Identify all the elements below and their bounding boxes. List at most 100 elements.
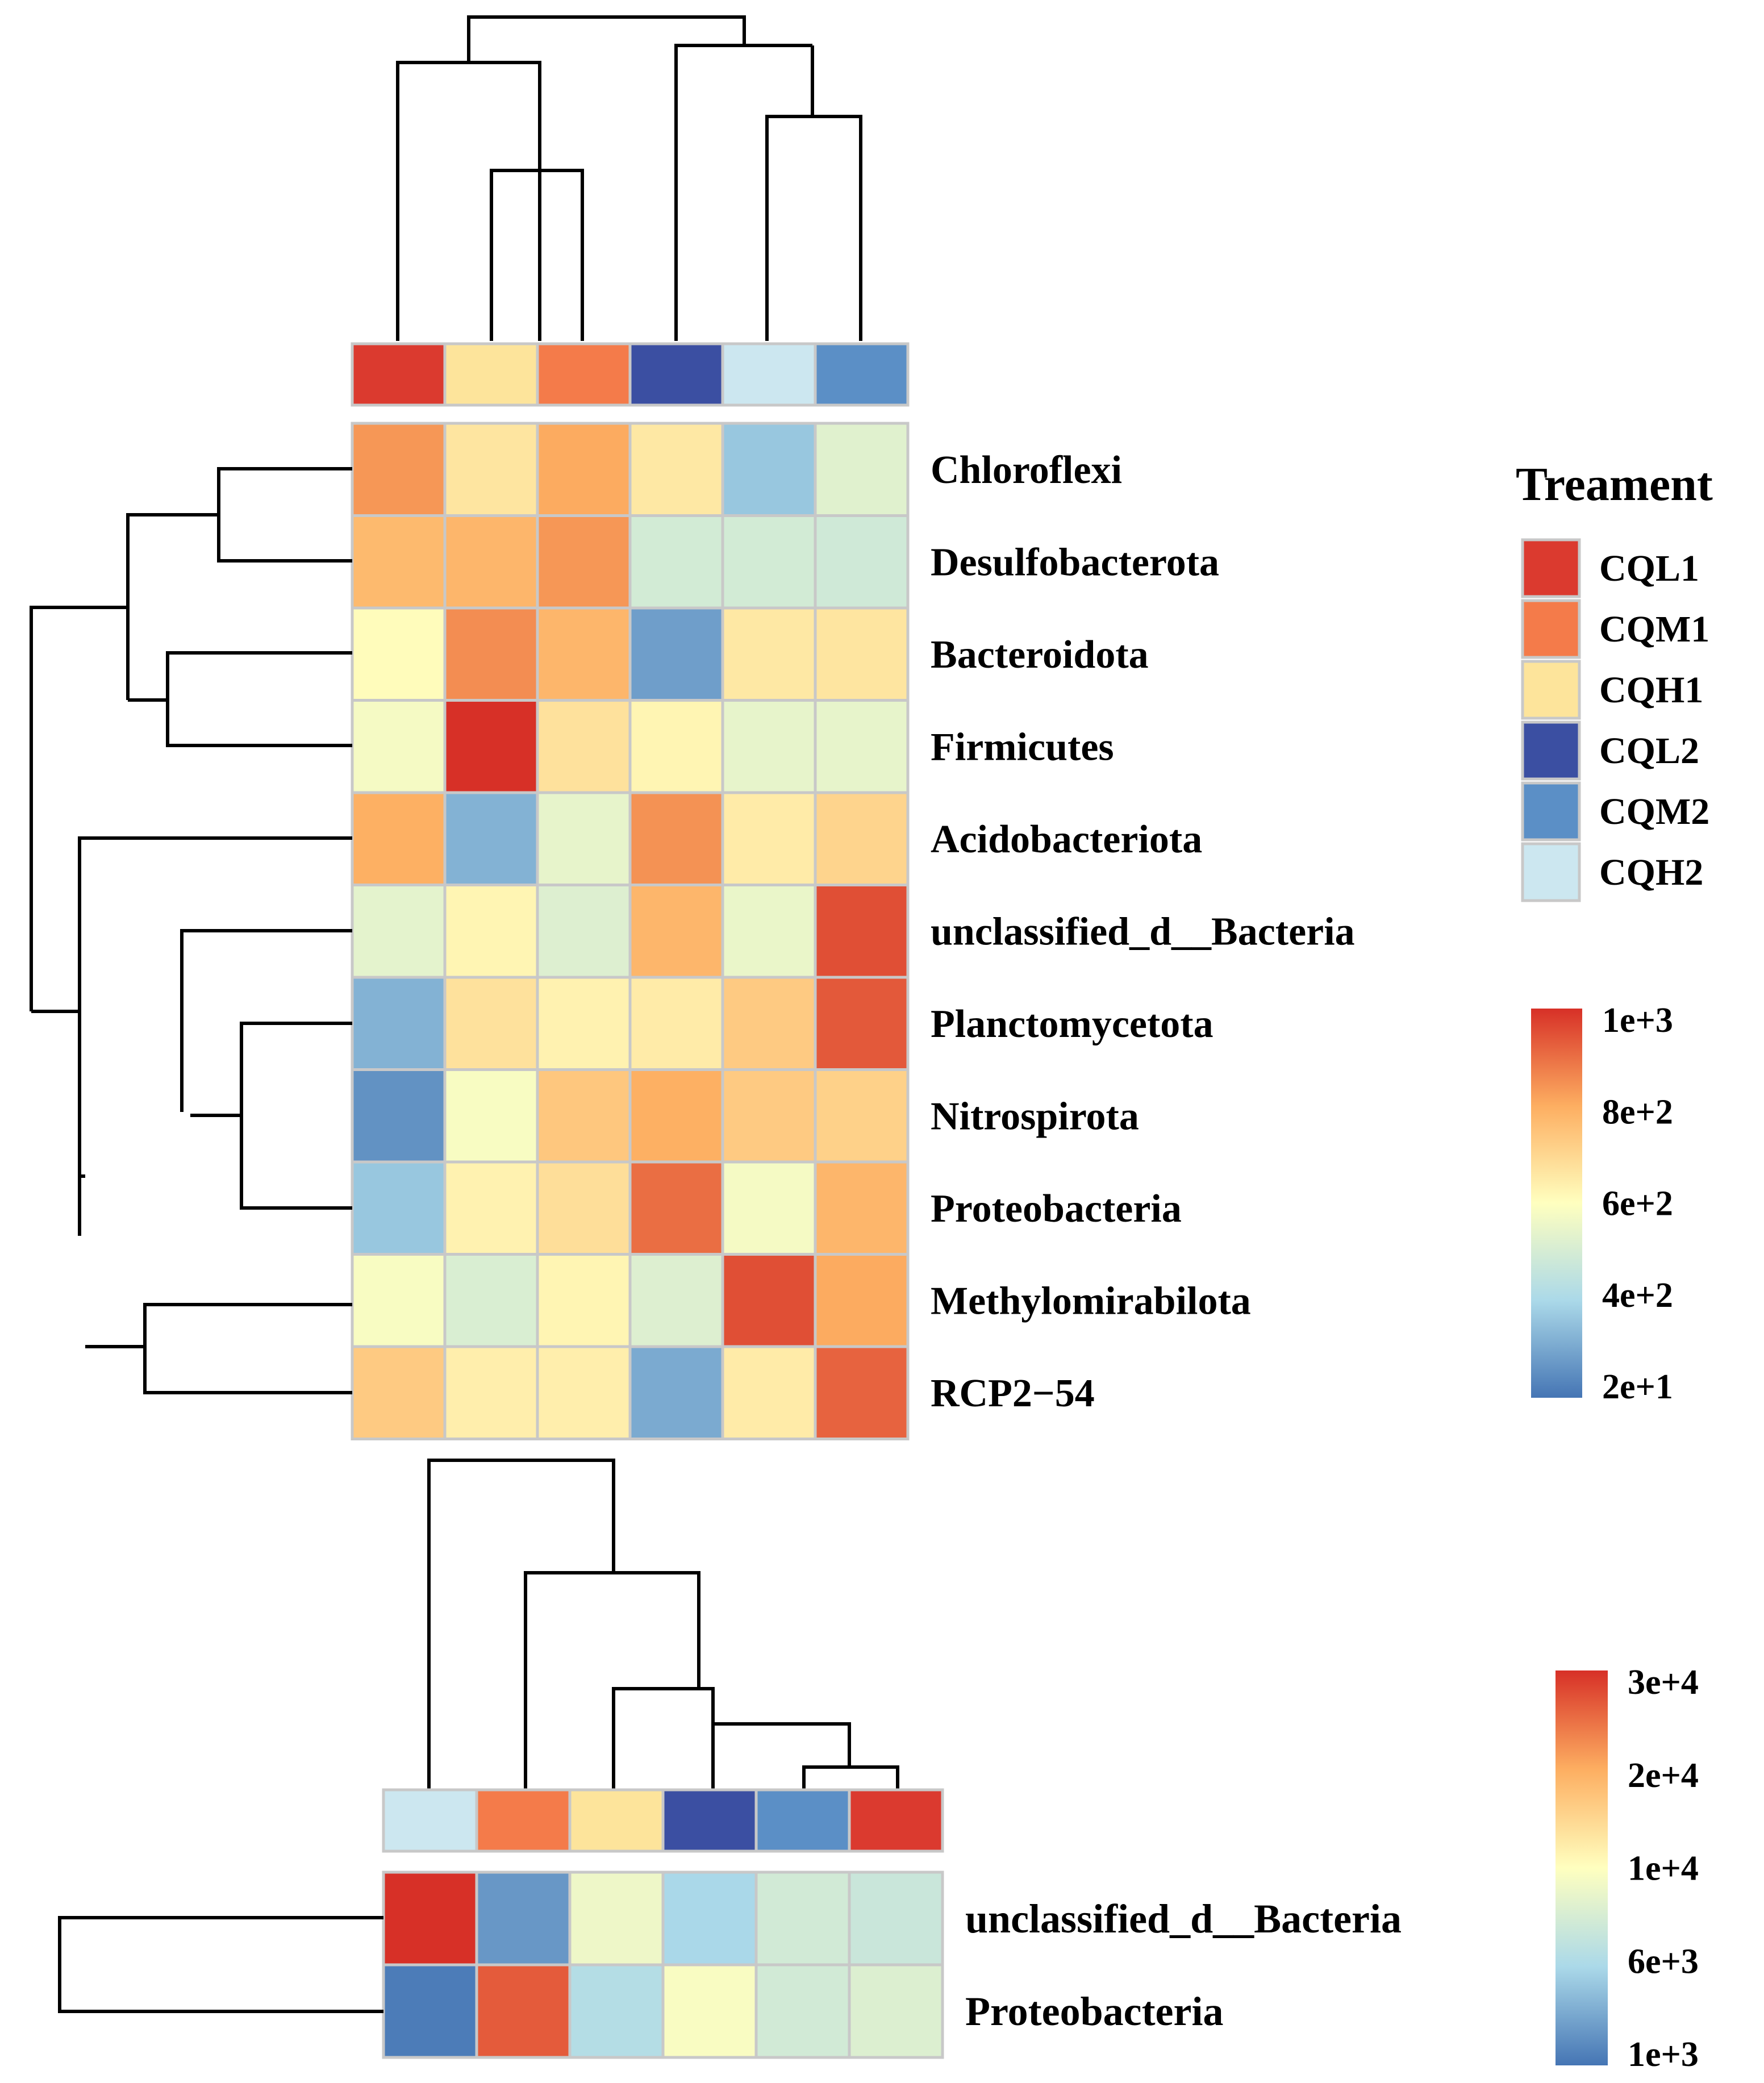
row-dendrogram-top xyxy=(30,467,352,1394)
heatmap-cell xyxy=(475,1963,572,2059)
heatmap-cell xyxy=(814,699,910,794)
heatmap-cell xyxy=(536,791,632,886)
heatmap-cell xyxy=(628,1345,724,1440)
annotation-cell-cqh1 xyxy=(443,342,539,407)
heatmap-cell xyxy=(536,699,632,794)
heatmap-cell xyxy=(848,1963,944,2059)
row-label: Planctomycetota xyxy=(931,1002,1213,1046)
row-label: Proteobacteria xyxy=(931,1187,1182,1231)
heatmap-cell xyxy=(443,1345,539,1440)
heatmap-cell xyxy=(443,1160,539,1256)
colorbar-tick-label: 1e+4 xyxy=(1628,1849,1699,1888)
annotation-cell-cql1 xyxy=(848,1788,944,1853)
colorbar-tick-label: 6e+3 xyxy=(1628,1942,1699,1981)
heatmap-frame xyxy=(382,1870,944,2059)
heatmap-cell xyxy=(814,1068,910,1164)
legend-title: Treament xyxy=(1516,458,1713,511)
row-labels-bottom: unclassified_d__Bacteria Proteobacteria xyxy=(965,1896,1402,2034)
heatmap-cell xyxy=(351,514,447,610)
row-label: Bacteroidota xyxy=(931,633,1149,677)
heatmap-cell xyxy=(443,791,539,886)
heatmap-cell xyxy=(721,1068,817,1164)
heatmap-cell xyxy=(443,1253,539,1348)
treatment-legend: Treament CQL1 CQM1 CQH1 CQL2 CQM2 CQH2 xyxy=(1516,458,1713,902)
heatmap-cell xyxy=(351,422,447,517)
annotation-cell-cqm1 xyxy=(475,1788,572,1853)
heatmap-cell xyxy=(443,699,539,794)
heatmap-cell xyxy=(536,976,632,1071)
heatmap-cell xyxy=(536,884,632,979)
colorbar-tick-label: 8e+2 xyxy=(1602,1093,1673,1131)
colorbar-tick-label: 2e+4 xyxy=(1628,1756,1699,1795)
colorbar-tick-label: 4e+2 xyxy=(1602,1276,1673,1315)
heatmap-cell xyxy=(721,976,817,1071)
row-label: Firmicutes xyxy=(931,726,1114,769)
heatmap-cell xyxy=(351,884,447,979)
legend-label-cqh2: CQH2 xyxy=(1599,852,1703,893)
heatmap-cell xyxy=(351,1160,447,1256)
heatmap-cell xyxy=(721,791,817,886)
heatmap-cell xyxy=(814,1345,910,1440)
annotation-cell-cql2 xyxy=(661,1788,758,1853)
legend-swatch-cqh1 xyxy=(1521,660,1581,720)
heatmap-cell xyxy=(754,1963,851,2059)
heatmap-cell xyxy=(721,1160,817,1256)
colorbar-bottom-gradient xyxy=(1556,1670,1608,2065)
heatmap-cell xyxy=(721,606,817,702)
heatmap-cell xyxy=(536,1160,632,1256)
colorbar-tick-label: 2e+1 xyxy=(1602,1368,1673,1406)
heatmap-top: Chloroflexi Desulfobacterota Bacteroidota F… xyxy=(30,15,1713,1440)
legend-label-cql1: CQL1 xyxy=(1599,548,1699,589)
annotation-cell-cqh1 xyxy=(568,1788,665,1853)
annotation-cell-cql2 xyxy=(628,342,724,407)
row-label: Nitrospirota xyxy=(931,1095,1139,1139)
legend-swatch-cql1 xyxy=(1521,538,1581,598)
heatmap-cell xyxy=(721,422,817,517)
heatmap-cell xyxy=(568,1963,665,2059)
colorbar-bottom: 3e+4 2e+4 1e+4 6e+3 1e+3 xyxy=(1556,1663,1699,2074)
heatmap-cell xyxy=(628,514,724,610)
annotation-cell-cql1 xyxy=(351,342,447,407)
heatmap-cell xyxy=(814,791,910,886)
heatmap-cell xyxy=(443,606,539,702)
row-label: Proteobacteria xyxy=(965,1989,1223,2034)
heatmap-cell xyxy=(351,1068,447,1164)
legend-label-cqh1: CQH1 xyxy=(1599,669,1703,711)
heatmap-cell xyxy=(443,1068,539,1164)
annotation-cell-cqh2 xyxy=(721,342,817,407)
heatmap-cell xyxy=(814,1160,910,1256)
heatmap-cell xyxy=(628,699,724,794)
heatmap-cell xyxy=(536,514,632,610)
heatmap-cell xyxy=(814,976,910,1071)
row-label: RCP2−54 xyxy=(931,1372,1095,1415)
legend-label-cqm2: CQM2 xyxy=(1599,791,1709,832)
row-label: Chloroflexi xyxy=(931,448,1122,492)
heatmap-cells-bottom xyxy=(382,1870,944,2059)
column-dendrogram-bottom xyxy=(427,1459,899,1789)
legend-label-cqm1: CQM1 xyxy=(1599,609,1709,650)
row-label: unclassified_d__Bacteria xyxy=(931,910,1355,954)
heatmap-cell xyxy=(382,1963,478,2059)
heatmap-cell xyxy=(814,422,910,517)
heatmap-cell xyxy=(721,514,817,610)
heatmap-bottom: unclassified_d__Bacteria Proteobacteria 3… xyxy=(58,1459,1699,2074)
colorbar-tick-label: 6e+2 xyxy=(1602,1185,1673,1223)
treatment-annotation-bar-bottom xyxy=(382,1788,944,1853)
heatmap-cell xyxy=(814,606,910,702)
column-dendrogram-top xyxy=(396,15,862,341)
heatmap-cell xyxy=(443,976,539,1071)
heatmap-cell xyxy=(536,1253,632,1348)
colorbar-top-gradient xyxy=(1531,1009,1582,1398)
heatmap-cell xyxy=(628,1160,724,1256)
row-labels-top: Chloroflexi Desulfobacterota Bacteroidota F… xyxy=(931,448,1355,1415)
heatmap-cell xyxy=(351,699,447,794)
row-label: Acidobacteriota xyxy=(931,818,1202,861)
heatmap-cell xyxy=(536,606,632,702)
row-label: unclassified_d__Bacteria xyxy=(965,1896,1402,1942)
heatmap-cell xyxy=(628,884,724,979)
heatmap-cell xyxy=(848,1870,944,1967)
heatmap-cell xyxy=(628,606,724,702)
heatmap-cell xyxy=(628,791,724,886)
heatmap-cell xyxy=(351,1253,447,1348)
legend-swatch-cqh2 xyxy=(1521,842,1581,902)
